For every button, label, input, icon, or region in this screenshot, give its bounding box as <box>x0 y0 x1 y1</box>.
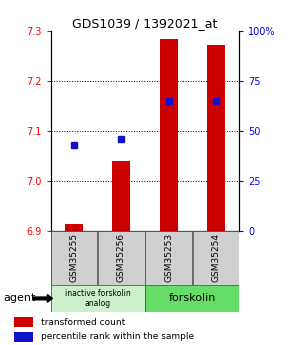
Text: percentile rank within the sample: percentile rank within the sample <box>41 332 195 341</box>
Text: transformed count: transformed count <box>41 318 126 327</box>
Bar <box>160 39 177 231</box>
Bar <box>51 231 97 285</box>
Text: agent: agent <box>3 294 35 303</box>
Text: GSM35255: GSM35255 <box>70 233 79 283</box>
Text: GSM35254: GSM35254 <box>211 233 220 283</box>
Text: inactive forskolin
analog: inactive forskolin analog <box>65 289 131 308</box>
Text: GSM35253: GSM35253 <box>164 233 173 283</box>
Bar <box>207 45 225 231</box>
Text: forskolin: forskolin <box>168 294 216 303</box>
Bar <box>14 317 33 327</box>
Text: GSM35256: GSM35256 <box>117 233 126 283</box>
Bar <box>145 285 239 312</box>
Bar <box>14 332 33 342</box>
Bar <box>51 285 145 312</box>
Bar <box>113 161 130 231</box>
Title: GDS1039 / 1392021_at: GDS1039 / 1392021_at <box>72 17 218 30</box>
Bar <box>65 224 83 231</box>
Bar <box>193 231 239 285</box>
Bar <box>98 231 144 285</box>
Bar <box>146 231 192 285</box>
